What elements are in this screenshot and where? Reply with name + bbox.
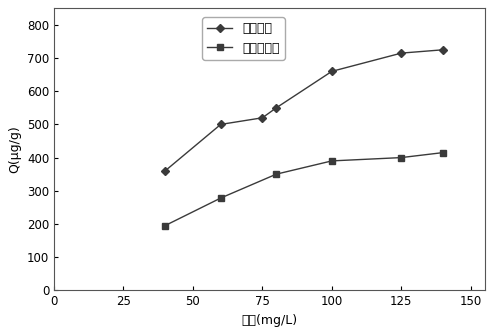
印迹材料 bbox=[398, 51, 404, 55]
非印迹材料 bbox=[329, 159, 335, 163]
印迹材料 bbox=[162, 169, 168, 173]
Line: 非印迹材料: 非印迹材料 bbox=[162, 149, 446, 229]
印迹材料 bbox=[440, 48, 446, 52]
非印迹材料 bbox=[398, 155, 404, 159]
印迹材料 bbox=[259, 116, 265, 120]
印迹材料 bbox=[329, 69, 335, 73]
非印迹材料 bbox=[162, 223, 168, 227]
印迹材料 bbox=[218, 122, 224, 126]
X-axis label: 浓度(mg/L): 浓度(mg/L) bbox=[241, 314, 297, 327]
非印迹材料 bbox=[273, 172, 279, 176]
非印迹材料 bbox=[218, 196, 224, 200]
Line: 印迹材料: 印迹材料 bbox=[162, 47, 446, 174]
Y-axis label: Q(μg/g): Q(μg/g) bbox=[8, 125, 21, 173]
Legend: 印迹材料, 非印迹材料: 印迹材料, 非印迹材料 bbox=[202, 17, 285, 60]
印迹材料 bbox=[273, 106, 279, 110]
非印迹材料 bbox=[440, 151, 446, 155]
